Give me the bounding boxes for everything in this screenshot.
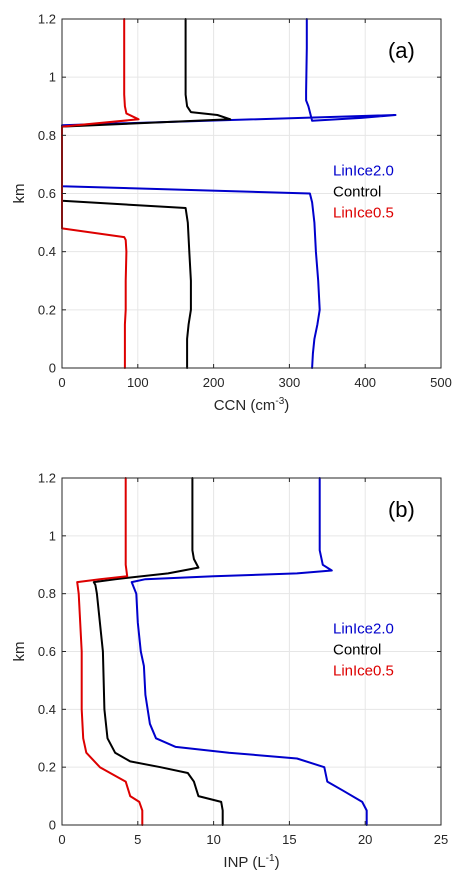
y-tick-label: 0.6: [38, 644, 56, 659]
x-tick-label: 25: [434, 832, 448, 847]
x-tick-label: 200: [203, 375, 225, 390]
x-tick-label: 5: [134, 832, 141, 847]
panel-label-b: (b): [388, 497, 415, 522]
x-tick-label: 20: [358, 832, 372, 847]
x-tick-label: 300: [279, 375, 301, 390]
y-tick-label: 0.6: [38, 186, 56, 201]
x-tick-label: 15: [282, 832, 296, 847]
y-axis-label-b: km: [11, 642, 28, 662]
x-tick-label: 10: [206, 832, 220, 847]
x-tick-label: 0: [58, 375, 65, 390]
legend-b: LinIce2.0 Control LinIce0.5: [333, 620, 394, 679]
x-axis-label-end-a: ): [284, 397, 289, 414]
legend-entry-control: Control: [333, 641, 381, 658]
legend-entry-control: Control: [333, 183, 381, 200]
x-tick-label: 500: [430, 375, 452, 390]
y-tick-label: 1: [49, 70, 56, 85]
legend-entry-lin-ice-05: LinIce0.5: [333, 204, 394, 221]
y-tick-label: 0.4: [38, 702, 56, 717]
x-axis-label-end-b: ): [275, 854, 280, 871]
y-tick-label: 0: [49, 818, 56, 833]
y-tick-label: 0.4: [38, 244, 56, 259]
x-tick-label: 400: [354, 375, 376, 390]
lines-b: [76, 477, 368, 826]
y-tick-label: 1: [49, 528, 56, 543]
y-axis-label-a: km: [11, 184, 28, 204]
legend-entry-lin-ice-05: LinIce0.5: [333, 662, 394, 679]
series-line-lin-ice-2: [130, 477, 368, 826]
y-tick-label: 0.8: [38, 128, 56, 143]
y-tick-label: 0.8: [38, 586, 56, 601]
legend-entry-lin-ice-2: LinIce2.0: [333, 620, 394, 637]
y-tick-label: 0: [49, 361, 56, 376]
legend-entry-lin-ice-2: LinIce2.0: [333, 162, 394, 179]
x-axis-label-main-b: INP (L: [223, 854, 265, 871]
x-axis-label-b: INP (L-1): [223, 853, 279, 871]
series-line-lin-ice-05: [76, 477, 144, 826]
y-tick-label: 1.2: [38, 12, 56, 27]
x-tick-label: 0: [58, 832, 65, 847]
legend-a: LinIce2.0 Control LinIce0.5: [333, 162, 394, 221]
x-tick-label: 100: [127, 375, 149, 390]
y-tick-label: 1.2: [38, 471, 56, 486]
y-tick-label: 0.2: [38, 760, 56, 775]
panel-b: 0 5 10 15 20 25 0 0.2 0.4 0.6 0.8 1 1.2 km INP (L-1)…: [11, 471, 448, 872]
x-axis-label-a: CCN (cm-3): [214, 396, 290, 414]
panel-label-a: (a): [388, 38, 415, 63]
series-line-control: [92, 477, 224, 826]
panel-a: 0 100 200 300 400 500 0 0.2 0.4 0.6 0.8 1 1.2 km CCN…: [11, 12, 452, 415]
y-tick-label: 0.2: [38, 302, 56, 317]
x-axis-label-sup-b: -1: [266, 853, 275, 864]
ticks-a: 0 100 200 300 400 500 0 0.2 0.4 0.6 0.8 1 1.2: [38, 12, 452, 391]
x-axis-label-sup-a: -3: [275, 396, 284, 407]
ticks-b: 0 5 10 15 20 25 0 0.2 0.4 0.6 0.8 1 1.2: [38, 471, 448, 848]
x-axis-label-main-a: CCN (cm: [214, 397, 276, 414]
